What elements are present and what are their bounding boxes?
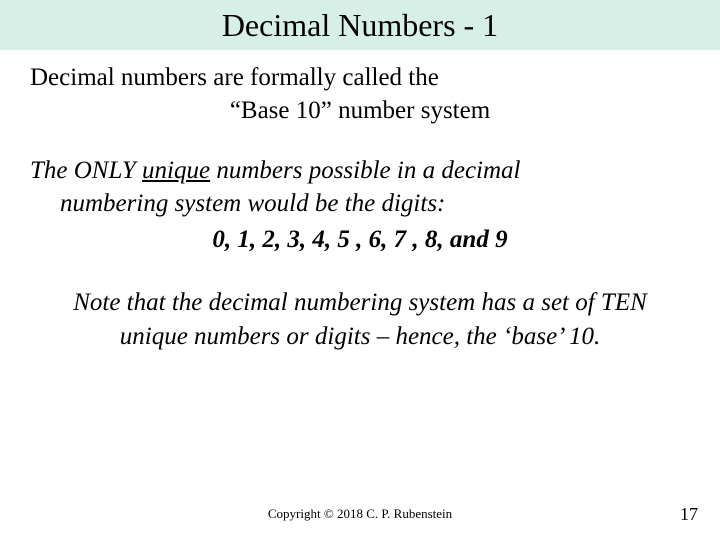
page-number: 17 xyxy=(680,504,698,525)
digits-list: 0, 1, 2, 3, 4, 5 , 6, 7 , 8, and 9 xyxy=(30,226,690,254)
para2-unique: unique xyxy=(142,157,210,184)
intro-line-2: “Base 10” number system xyxy=(30,95,690,128)
title-bar: Decimal Numbers - 1 xyxy=(0,0,720,50)
para2-part-b: numbers possible in a decimal xyxy=(210,157,520,184)
note-paragraph: Note that the decimal numbering system h… xyxy=(30,286,690,354)
para2-part-a: The ONLY xyxy=(30,157,142,184)
intro-line-1: Decimal numbers are formally called the xyxy=(30,62,690,95)
slide-title: Decimal Numbers - 1 xyxy=(222,7,498,44)
copyright-text: Copyright © 2018 C. P. Rubenstein xyxy=(0,506,720,522)
unique-numbers-paragraph: The ONLY unique numbers possible in a de… xyxy=(30,155,690,220)
para2-part-c: numbering system would be the digits: xyxy=(30,188,690,221)
content-area: Decimal numbers are formally called the … xyxy=(0,50,720,354)
